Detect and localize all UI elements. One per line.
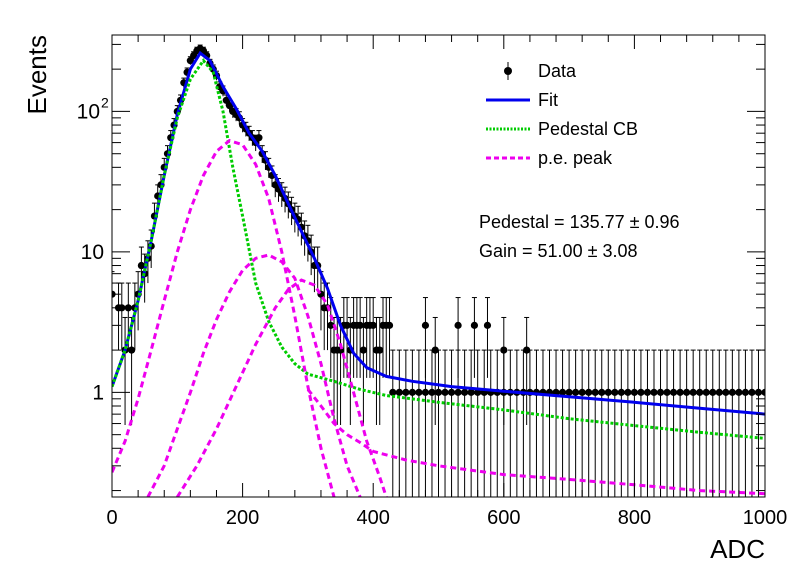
data-point	[447, 388, 456, 396]
data-point	[431, 346, 439, 354]
legend-item: Fit	[486, 90, 558, 110]
data-point	[395, 388, 403, 396]
data-point	[483, 321, 492, 329]
fit-annotations: Pedestal = 135.77 ± 0.96 Gain = 51.00 ± 3…	[479, 212, 680, 261]
data-point	[565, 388, 573, 396]
data-point	[118, 304, 126, 312]
data-point	[402, 388, 410, 396]
data-point	[741, 388, 750, 396]
legend-item: p.e. peak	[486, 148, 613, 168]
data-point	[359, 346, 368, 354]
pe-peak-curve	[112, 138, 336, 497]
legend-item: Data	[504, 61, 577, 81]
data-point	[222, 96, 230, 104]
data-point	[558, 388, 567, 396]
x-tick-label: 400	[357, 507, 390, 529]
x-tick-label: 600	[487, 507, 520, 529]
data-point	[127, 346, 136, 354]
data-point	[461, 388, 469, 396]
data-point	[441, 388, 449, 396]
legend-label: Data	[538, 61, 577, 81]
data-point	[650, 388, 658, 396]
data-point	[225, 102, 234, 110]
y-tick-label: 1	[92, 381, 104, 404]
legend-marker	[504, 67, 512, 75]
data-point	[454, 388, 462, 396]
data-point	[611, 388, 619, 396]
data-point	[630, 388, 639, 396]
data-point	[327, 321, 335, 329]
data-point	[467, 388, 475, 396]
pedestal-cb-curve	[112, 58, 765, 440]
data-point	[376, 346, 384, 354]
data-point	[735, 388, 743, 396]
data-point	[385, 321, 394, 329]
data-point	[255, 134, 263, 142]
data-point	[656, 388, 665, 396]
fit-curve	[112, 50, 765, 416]
x-tick-label: 800	[618, 507, 651, 529]
fit-result-label: Gain = 51.00 ± 3.08	[479, 241, 638, 261]
data-point	[709, 388, 717, 396]
x-tick-label: 200	[226, 507, 259, 529]
data-point	[617, 388, 625, 396]
data-point	[578, 388, 586, 396]
data-point	[604, 388, 612, 396]
data-point	[637, 388, 645, 396]
data-point	[434, 388, 443, 396]
data-point	[124, 304, 132, 312]
data-point	[369, 321, 377, 329]
data-point	[356, 321, 364, 329]
data-point	[683, 388, 691, 396]
data-point	[591, 388, 599, 396]
data-point	[669, 388, 678, 396]
plot-area	[112, 44, 765, 497]
data-point	[470, 321, 479, 329]
data-point	[415, 388, 423, 396]
data-point	[624, 388, 632, 396]
legend-label: Pedestal CB	[538, 119, 638, 139]
data-point	[389, 388, 397, 396]
data-point	[343, 321, 351, 329]
legend-label: Fit	[538, 90, 558, 110]
data-point	[454, 321, 462, 329]
x-tick-label: 1000	[743, 507, 788, 529]
data-point	[428, 388, 436, 396]
legend: Data Fit Pedestal CB p.e. peak	[486, 61, 638, 168]
pe-peak-curve	[176, 278, 388, 497]
legend-item: Pedestal CB	[486, 119, 638, 139]
y-tick-label: 10	[77, 100, 100, 123]
data-point	[500, 346, 508, 354]
data-point	[728, 388, 736, 396]
x-axis: 0 200 400 600 800 1000	[106, 35, 787, 529]
data-point	[421, 388, 430, 396]
legend-label: p.e. peak	[538, 148, 613, 168]
data-point	[474, 388, 482, 396]
data-point	[643, 388, 652, 396]
data-point	[715, 388, 723, 396]
data-point	[696, 388, 704, 396]
data-point	[598, 388, 606, 396]
x-tick-label: 0	[106, 507, 117, 529]
y-tick-label-exponent: 2	[101, 94, 109, 110]
data-point	[408, 388, 416, 396]
data-point	[137, 261, 145, 270]
x-axis-label: ADC	[710, 534, 765, 564]
data-point	[702, 388, 710, 396]
data-point	[585, 388, 593, 396]
pe-peak-curve	[146, 253, 362, 497]
data-point	[722, 388, 730, 396]
y-tick-label: 10	[81, 241, 104, 264]
data-point	[572, 388, 580, 396]
data-point	[523, 346, 531, 354]
data-point	[676, 388, 684, 396]
data-point	[421, 321, 430, 329]
data-point	[663, 388, 671, 396]
data-point	[689, 388, 697, 396]
fit-result-label: Pedestal = 135.77 ± 0.96	[479, 212, 680, 232]
y-axis-label: Events	[22, 35, 52, 115]
